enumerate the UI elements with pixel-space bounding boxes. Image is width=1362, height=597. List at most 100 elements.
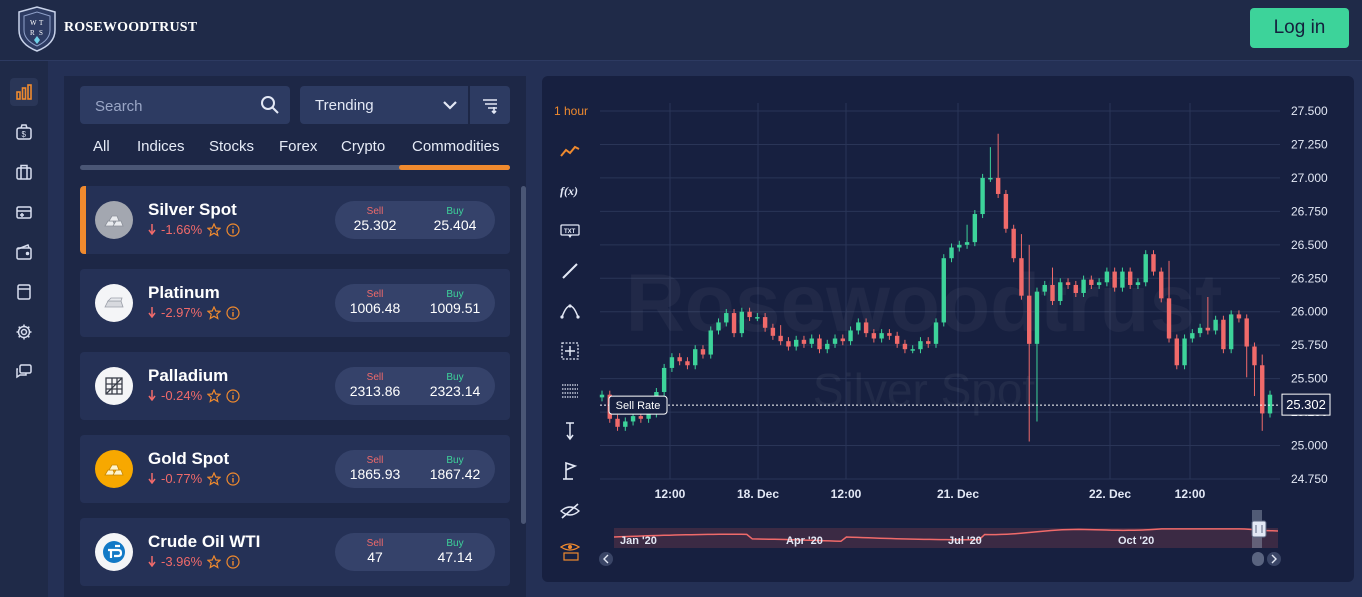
tool-text[interactable]: TXT — [556, 218, 584, 244]
brand-logo[interactable]: W T R S — [16, 6, 58, 52]
tab-all[interactable]: All — [93, 138, 110, 155]
buy-label: Buy — [446, 206, 464, 217]
svg-text:f(x): f(x) — [560, 184, 578, 198]
candle-body — [778, 335, 783, 342]
sidebar-item-documents[interactable] — [10, 278, 38, 306]
candle-body — [630, 416, 636, 422]
sidebar-item-add-funds[interactable] — [10, 198, 38, 226]
change-value: -0.24% — [161, 388, 203, 403]
info-icon[interactable] — [226, 305, 240, 320]
tool-path[interactable] — [556, 298, 584, 324]
instrument-crude-oil-wti[interactable]: Crude Oil WTI -3.96% Sell Buy 47 47.14 — [80, 518, 510, 586]
arrow-down-icon — [148, 307, 156, 318]
brand-name: ROSEWOODTRUST — [64, 20, 198, 35]
sell-price[interactable]: 25.302 — [353, 217, 397, 233]
sidebar-item-settings[interactable] — [10, 318, 38, 346]
y-tick-label: 27.500 — [1291, 104, 1328, 118]
instrument-gold-spot[interactable]: Gold Spot -0.77% Sell Buy 1865.93 1867.4… — [80, 435, 510, 503]
candle-body — [1042, 284, 1047, 292]
tool-zoom[interactable] — [556, 538, 584, 564]
svg-text:S: S — [39, 29, 43, 37]
quote-pill[interactable]: Sell Buy 2313.86 2323.14 — [335, 367, 495, 405]
tool-flag[interactable] — [556, 458, 584, 484]
tab-crypto[interactable]: Crypto — [341, 138, 386, 155]
sort-order-button[interactable] — [470, 86, 510, 124]
category-tabs: All Indices Stocks Forex Crypto Commodit… — [80, 138, 510, 160]
tool-trendline[interactable] — [556, 258, 584, 284]
buy-price[interactable]: 1867.42 — [429, 466, 481, 482]
info-icon[interactable] — [226, 471, 240, 486]
briefcase-icon — [16, 164, 32, 180]
quote-pill[interactable]: Sell Buy 1865.93 1867.42 — [335, 450, 495, 488]
star-icon[interactable] — [207, 305, 222, 320]
tab-commodities[interactable]: Commodities — [412, 138, 500, 155]
star-icon[interactable] — [207, 554, 222, 569]
quote-pill[interactable]: Sell Buy 1006.48 1009.51 — [335, 284, 495, 322]
tool-function[interactable]: f(x) — [556, 178, 584, 204]
tool-crosshair[interactable] — [556, 338, 584, 364]
instrument-change: -0.77% — [148, 471, 240, 486]
candle-body — [762, 317, 768, 328]
y-tick-label: 26.500 — [1291, 238, 1328, 252]
y-tick-label: 26.750 — [1291, 204, 1328, 218]
x-tick-label: 18. Dec — [737, 487, 779, 501]
nav-scroll-left-button[interactable] — [599, 552, 613, 566]
candle-body — [1112, 271, 1117, 288]
sidebar-item-charts[interactable] — [10, 78, 38, 106]
star-icon[interactable] — [207, 222, 222, 237]
candle-body — [1096, 282, 1102, 285]
buy-price[interactable]: 2323.14 — [429, 383, 481, 399]
navigator-handle[interactable] — [1251, 520, 1267, 538]
nav-label-jul: Jul '20 — [948, 535, 982, 547]
sort-dropdown[interactable]: Trending — [300, 86, 468, 124]
sidebar-item-chat[interactable] — [10, 358, 38, 386]
tab-stocks[interactable]: Stocks — [209, 138, 255, 155]
chart-panel: 1 hour f(x) TXT Rosewoodtrust Silver Spo… — [542, 76, 1354, 582]
login-button[interactable]: Log in — [1250, 8, 1349, 48]
instrument-silver-spot[interactable]: Silver Spot -1.66% Sell Buy 25.302 25.40… — [80, 186, 510, 254]
tool-hide-drawings[interactable] — [556, 498, 584, 524]
buy-price[interactable]: 1009.51 — [429, 300, 481, 316]
instrument-name: Silver Spot — [148, 200, 237, 219]
navigator[interactable]: Jan '20 Apr '20 Jul '20 Oct '20 — [599, 510, 1281, 566]
instrument-change: -1.66% — [148, 222, 240, 237]
info-icon[interactable] — [226, 388, 240, 403]
sell-price[interactable]: 47 — [367, 549, 383, 565]
sell-price[interactable]: 1865.93 — [349, 466, 401, 482]
interval-selector[interactable]: 1 hour — [554, 104, 589, 118]
sell-price[interactable]: 2313.86 — [349, 383, 401, 399]
sidebar-item-wallet[interactable] — [10, 238, 38, 266]
sidebar: $ — [0, 61, 48, 597]
quote-pill[interactable]: Sell Buy 25.302 25.404 — [335, 201, 495, 239]
quote-pill[interactable]: Sell Buy 47 47.14 — [335, 533, 495, 571]
instrument-platinum[interactable]: Platinum -2.97% Sell Buy 1006.48 1009.51 — [80, 269, 510, 337]
buy-price[interactable]: 25.404 — [433, 217, 477, 233]
change-value: -0.77% — [161, 471, 203, 486]
tool-line-chart[interactable] — [556, 138, 584, 164]
info-icon[interactable] — [226, 554, 240, 569]
instrument-palladium[interactable]: Palladium -0.24% Sell Buy 2313.86 2323.1… — [80, 352, 510, 420]
buy-price[interactable]: 47.14 — [437, 549, 473, 565]
arrow-down-icon — [148, 390, 156, 401]
navigator-scroll-thumb[interactable] — [1252, 552, 1264, 566]
star-icon[interactable] — [207, 471, 222, 486]
sidebar-item-portfolio[interactable] — [10, 158, 38, 186]
arrow-down-icon — [148, 473, 156, 484]
tab-forex[interactable]: Forex — [279, 138, 318, 155]
star-icon[interactable] — [207, 388, 222, 403]
search-input[interactable] — [80, 86, 267, 126]
search-icon[interactable] — [260, 95, 280, 115]
arrow-down-icon — [148, 224, 156, 235]
candle-body — [1081, 279, 1086, 293]
tool-measure[interactable] — [556, 418, 584, 444]
price-chart[interactable]: Rosewoodtrust Silver Spot 27.50027.25027… — [594, 76, 1354, 582]
list-scrollbar[interactable] — [521, 186, 526, 524]
nav-scroll-right-button[interactable] — [1267, 552, 1281, 566]
tab-indices[interactable]: Indices — [137, 138, 185, 155]
info-icon[interactable] — [226, 222, 240, 237]
sidebar-item-deposit[interactable]: $ — [10, 118, 38, 146]
sell-label: Sell — [366, 538, 384, 549]
candle-body — [661, 367, 667, 393]
tool-fibonacci[interactable] — [556, 378, 584, 404]
sell-price[interactable]: 1006.48 — [349, 300, 401, 316]
